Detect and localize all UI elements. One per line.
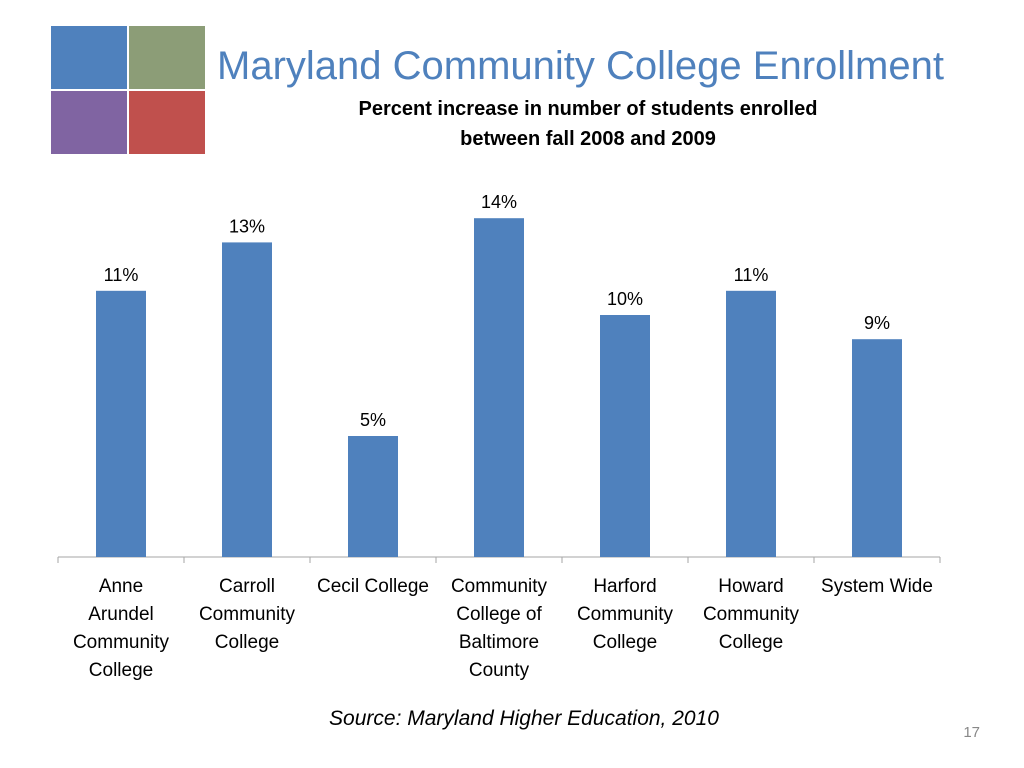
category-label: System Wide — [814, 573, 940, 601]
category-label-line: Cecil College — [317, 576, 429, 597]
category-label-line: County — [468, 660, 530, 681]
subtitle-line-1: Percent increase in number of students e… — [358, 98, 818, 120]
bar — [348, 436, 398, 557]
category-label-line: Arundel — [88, 604, 154, 625]
data-label: 14% — [481, 192, 517, 212]
category-label-line: Harford — [593, 576, 657, 597]
bar — [474, 218, 524, 557]
data-label: 9% — [864, 313, 890, 333]
category-label-line: Community — [198, 604, 296, 625]
category-label: Howard Community College — [688, 573, 814, 657]
category-label: Carroll Community College — [184, 573, 310, 657]
category-label-line: College — [88, 660, 154, 681]
bar — [222, 242, 272, 557]
bar — [852, 339, 902, 557]
chart-subtitle: Percent increase in number of students e… — [288, 94, 888, 154]
page-number: 17 — [963, 724, 980, 741]
data-label: 10% — [607, 289, 643, 309]
logo-tile-blue — [51, 26, 127, 89]
logo-tile-green — [129, 26, 205, 89]
logo-grid — [51, 26, 205, 154]
data-label: 13% — [229, 216, 265, 236]
category-label-line: College of — [456, 604, 542, 625]
category-label-line: Community — [450, 576, 548, 597]
category-label-line: College — [718, 632, 784, 653]
source-note: Source: Maryland Higher Education, 2010 — [329, 707, 719, 730]
logo-tile-purple — [51, 91, 127, 154]
bar — [600, 315, 650, 557]
category-label: Community College of Baltimore County — [436, 573, 562, 685]
category-label-line: Anne — [98, 576, 144, 597]
category-label-line: Community — [702, 604, 800, 625]
category-label-line: Carroll — [219, 576, 275, 597]
category-label: Harford Community College — [562, 573, 688, 657]
category-label-line: Community — [72, 632, 170, 653]
category-label: Cecil College — [310, 573, 436, 601]
category-label-line: System Wide — [821, 576, 933, 597]
category-label-line: Community — [576, 604, 674, 625]
data-label: 11% — [734, 265, 769, 285]
category-label: Anne Arundel Community College — [58, 573, 184, 685]
subtitle-line-2: between fall 2008 and 2009 — [460, 128, 716, 150]
category-label-line: Baltimore — [458, 632, 540, 653]
category-label-line: College — [592, 632, 658, 653]
bar — [726, 290, 776, 557]
category-label-line: Howard — [718, 576, 784, 597]
data-label: 5% — [360, 410, 386, 430]
bar — [96, 290, 146, 557]
data-label: 11% — [104, 265, 139, 285]
category-label-line: College — [214, 632, 280, 653]
slide-title: Maryland Community College Enrollment — [217, 44, 944, 88]
logo-tile-red — [129, 91, 205, 154]
